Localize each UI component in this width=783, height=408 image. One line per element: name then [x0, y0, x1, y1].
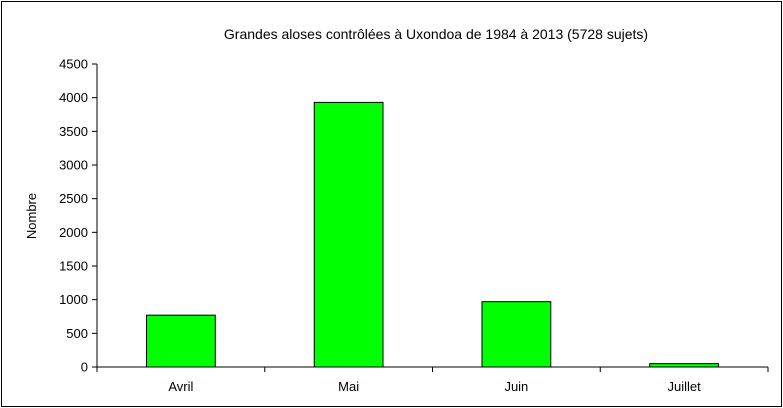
chart-title: Grandes aloses contrôlées à Uxondoa de 1… — [224, 26, 648, 42]
x-tick-label: Mai — [338, 379, 359, 394]
bar-avril — [145, 314, 216, 368]
bar-juin — [481, 301, 552, 368]
bar-juillet — [649, 363, 720, 368]
y-axis-label: Nombre — [24, 193, 39, 239]
y-tick-label: 1500 — [59, 259, 88, 274]
x-tick-label: Juin — [504, 379, 528, 394]
x-tick-label: Juillet — [668, 379, 702, 394]
y-tick-label: 1000 — [59, 292, 88, 307]
y-tick-label: 2000 — [59, 225, 88, 240]
y-tick-label: 4500 — [59, 57, 88, 72]
y-tick-label: 4000 — [59, 90, 88, 105]
bar-mai — [313, 101, 384, 368]
x-tick-label: Avril — [168, 379, 193, 394]
y-tick-label: 0 — [81, 360, 88, 375]
y-tick-label: 2500 — [59, 191, 88, 206]
y-tick-label: 3000 — [59, 158, 88, 173]
y-tick-label: 500 — [66, 326, 88, 341]
y-tick-label: 3500 — [59, 124, 88, 139]
plot-area: 0 500 1000 1500 2000 2500 3000 3500 4000 4500 Avri… — [59, 57, 769, 394]
